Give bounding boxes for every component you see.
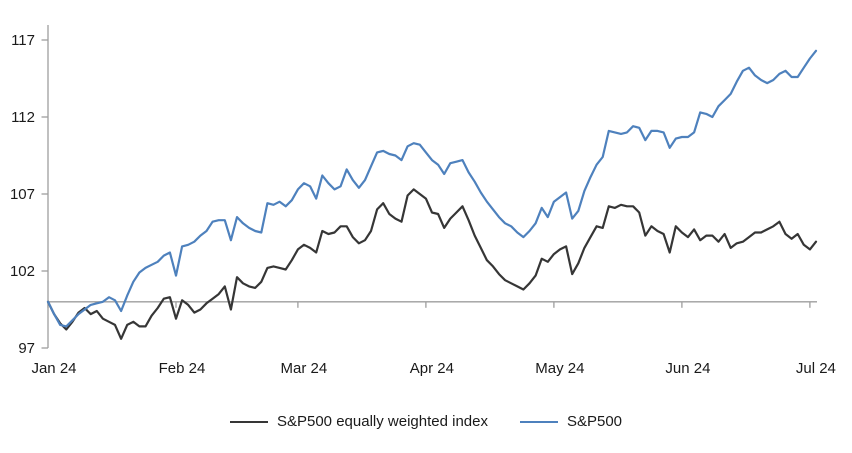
legend-item-sp500: S&P500: [519, 412, 623, 432]
series-line-sp500: [46, 49, 818, 328]
legend-line-swatch-dark: [229, 420, 268, 424]
legend-label-sp500: S&P500: [566, 413, 623, 430]
y-axis-label: 102: [10, 263, 35, 280]
x-axis-label: Jan 24: [31, 360, 76, 377]
y-axis-label: 97: [18, 340, 35, 357]
series-line-sp500-equal-weighted: [46, 188, 818, 340]
x-axis-label: Apr 24: [410, 360, 454, 377]
x-axis-label: Jul 24: [796, 360, 836, 377]
y-axis-label: 107: [10, 186, 35, 203]
legend-label-equal-weighted: S&P500 equally weighted index: [276, 413, 488, 430]
x-axis-label: Feb 24: [159, 360, 206, 377]
x-axis-label: Jun 24: [665, 360, 710, 377]
y-axis-label: 112: [11, 109, 35, 126]
legend-item-equal-weighted: S&P500 equally weighted index: [229, 412, 488, 432]
x-axis-label: Mar 24: [281, 360, 328, 377]
legend-line-swatch-blue: [519, 420, 558, 424]
x-axis-label: May 24: [535, 360, 584, 377]
y-axis-label: 117: [11, 32, 35, 49]
legend: S&P500 equally weighted index S&P500: [0, 411, 852, 433]
